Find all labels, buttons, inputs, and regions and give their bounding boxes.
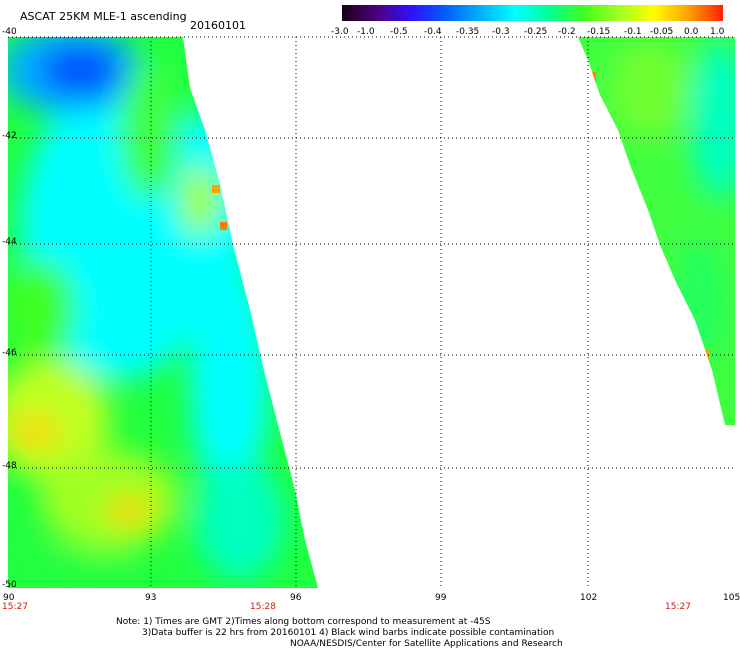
- colorbar-label: -0.05: [650, 27, 674, 37]
- colorbar-label: -0.3: [492, 27, 510, 37]
- lon-label: 102: [580, 593, 598, 603]
- lon-label: 93: [145, 593, 157, 603]
- lon-label: 99: [435, 593, 447, 603]
- color-scale-bar: [342, 5, 723, 21]
- colorbar-label: -0.2: [558, 27, 576, 37]
- product-title: ASCAT 25KM MLE-1 ascending: [20, 10, 187, 23]
- colorbar-label: 1.0: [710, 27, 725, 37]
- colorbar-label: -0.4: [424, 27, 442, 37]
- right-swath: [578, 37, 735, 425]
- lon-label: 105: [723, 593, 740, 603]
- left-swath: [8, 37, 318, 588]
- time-label: 15:27: [665, 602, 691, 612]
- time-label: 15:27: [2, 602, 28, 612]
- colorbar-label: -1.0: [357, 27, 375, 37]
- colorbar-label: -0.35: [456, 27, 480, 37]
- lat-label: -42: [2, 131, 17, 141]
- time-label: 15:28: [250, 602, 276, 612]
- lat-label: -48: [2, 461, 17, 471]
- colorbar-label: -3.0: [331, 27, 349, 37]
- lon-label: 96: [290, 593, 302, 603]
- colorbar-label: 0.0: [684, 27, 699, 37]
- colorbar-label: -0.5: [390, 27, 408, 37]
- note-line-3: NOAA/NESDIS/Center for Satellite Applica…: [290, 639, 563, 649]
- lat-label: -50: [2, 580, 17, 590]
- colorbar-label: -0.15: [587, 27, 611, 37]
- note-line-2: 3)Data buffer is 22 hrs from 20160101 4)…: [142, 628, 555, 638]
- lat-label: -44: [2, 237, 17, 247]
- note-line-1: Note: 1) Times are GMT 2)Times along bot…: [116, 617, 491, 627]
- lon-label: 90: [3, 593, 15, 603]
- lat-label: -40: [2, 27, 17, 37]
- colorbar-label: -0.25: [524, 27, 548, 37]
- colorbar-label: -0.1: [624, 27, 642, 37]
- product-date: 20160101: [190, 19, 246, 32]
- lat-label: -46: [2, 348, 17, 358]
